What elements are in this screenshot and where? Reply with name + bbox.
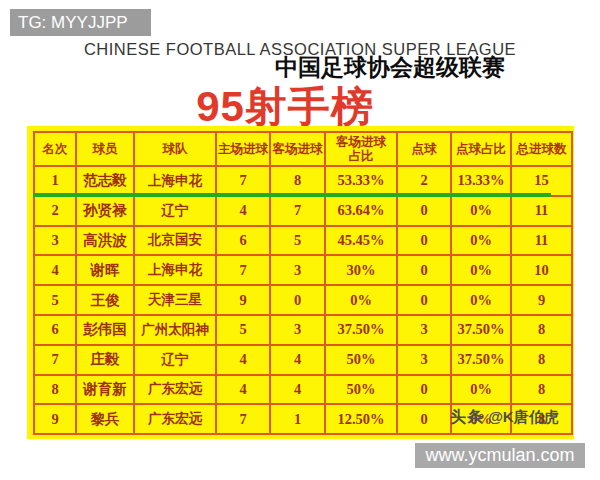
table-cell: 0: [398, 405, 450, 433]
table-cell: 2: [35, 197, 75, 225]
watermark-handle: @K唐伯虎: [488, 408, 558, 425]
table-cell: 上海申花: [135, 256, 215, 284]
table-cell: 1: [35, 167, 75, 195]
table-cell: 孙贤禄: [77, 197, 133, 225]
table-cell: 0: [271, 286, 324, 314]
table-cell: 63.64%: [326, 197, 396, 225]
table-cell: 0: [398, 256, 450, 284]
table-cell: 12.50%: [326, 405, 396, 433]
table-cell: 4: [271, 376, 324, 404]
table-cell: 3: [398, 346, 450, 374]
table-cell: 0%: [452, 197, 510, 225]
table-cell: 8: [512, 316, 571, 344]
table-cell: 彭伟国: [77, 316, 133, 344]
table-cell: 37.50%: [326, 316, 396, 344]
table-cell: 辽宁: [135, 197, 215, 225]
scorers-table: 名次球员球队主场进球客场进球客场进球占比点球点球占比总进球数1范志毅上海申花78…: [33, 131, 573, 435]
table-cell: 0%: [452, 376, 510, 404]
table-cell: 3: [398, 316, 450, 344]
table-cell: 4: [217, 376, 269, 404]
table-cell: 北京国安: [135, 227, 215, 255]
table-cell: 11: [512, 227, 571, 255]
table-cell: 5: [217, 316, 269, 344]
table-cell: 高洪波: [77, 227, 133, 255]
table-cell: 8: [35, 376, 75, 404]
column-header: 客场进球占比: [326, 133, 396, 165]
table-cell: 53.33%: [326, 167, 396, 195]
table-cell: 10: [512, 256, 571, 284]
table-cell: 庄毅: [77, 346, 133, 374]
column-header: 球员: [77, 133, 133, 165]
table-cell: 30%: [326, 256, 396, 284]
table-cell: 9: [217, 286, 269, 314]
toutiao-logo: 头条: [450, 408, 484, 425]
table-cell: 15: [512, 167, 571, 195]
table-cell: 黎兵: [77, 405, 133, 433]
column-header: 球队: [135, 133, 215, 165]
column-header: 名次: [35, 133, 75, 165]
column-header: 点球: [398, 133, 450, 165]
table-cell: 1: [271, 405, 324, 433]
table-cell: 4: [217, 197, 269, 225]
column-header: 点球占比: [452, 133, 510, 165]
table-cell: 王俊: [77, 286, 133, 314]
table-cell: 谢育新: [77, 376, 133, 404]
table-cell: 5: [271, 227, 324, 255]
table-cell: 9: [35, 405, 75, 433]
column-header: 主场进球: [217, 133, 269, 165]
table-cell: 7: [35, 346, 75, 374]
table-cell: 50%: [326, 376, 396, 404]
table-cell: 3: [271, 256, 324, 284]
table-cell: 0%: [326, 286, 396, 314]
table-cell: 上海申花: [135, 167, 215, 195]
table-cell: 8: [271, 167, 324, 195]
table-cell: 谢晖: [77, 256, 133, 284]
table-cell: 范志毅: [77, 167, 133, 195]
table-cell: 0: [398, 227, 450, 255]
table-cell: 37.50%: [452, 346, 510, 374]
table-cell: 9: [512, 286, 571, 314]
table-cell: 广州太阳神: [135, 316, 215, 344]
table-cell: 0%: [452, 286, 510, 314]
column-header: 客场进球: [271, 133, 324, 165]
table-cell: 8: [512, 346, 571, 374]
table-cell: 0: [398, 376, 450, 404]
table-cell: 辽宁: [135, 346, 215, 374]
table-cell: 3: [35, 227, 75, 255]
table-cell: 广东宏远: [135, 376, 215, 404]
table-cell: 8: [512, 376, 571, 404]
table-cell: 7: [217, 167, 269, 195]
website-watermark: www.ycmulan.com: [415, 443, 585, 468]
table-cell: 2: [398, 167, 450, 195]
table-cell: 0%: [452, 227, 510, 255]
table-cell: 3: [271, 316, 324, 344]
table-cell: 45.45%: [326, 227, 396, 255]
table-cell: 7: [271, 197, 324, 225]
table-cell: 0: [398, 197, 450, 225]
table-cell: 广东宏远: [135, 405, 215, 433]
telegram-badge: TG: MYYJJPP: [10, 9, 151, 36]
table-cell: 天津三星: [135, 286, 215, 314]
table-cell: 5: [35, 286, 75, 314]
table-cell: 0: [398, 286, 450, 314]
table-cell: 13.33%: [452, 167, 510, 195]
table-cell: 11: [512, 197, 571, 225]
table-cell: 4: [217, 346, 269, 374]
table-cell: 7: [217, 256, 269, 284]
highlight-underline: [33, 193, 551, 197]
table-cell: 6: [35, 316, 75, 344]
toutiao-watermark: 头条 @K唐伯虎: [450, 407, 559, 428]
table-cell: 4: [271, 346, 324, 374]
table-cell: 0%: [452, 256, 510, 284]
table-cell: 50%: [326, 346, 396, 374]
table-cell: 4: [35, 256, 75, 284]
column-header: 总进球数: [512, 133, 571, 165]
table-cell: 37.50%: [452, 316, 510, 344]
table-cell: 6: [217, 227, 269, 255]
table-cell: 7: [217, 405, 269, 433]
